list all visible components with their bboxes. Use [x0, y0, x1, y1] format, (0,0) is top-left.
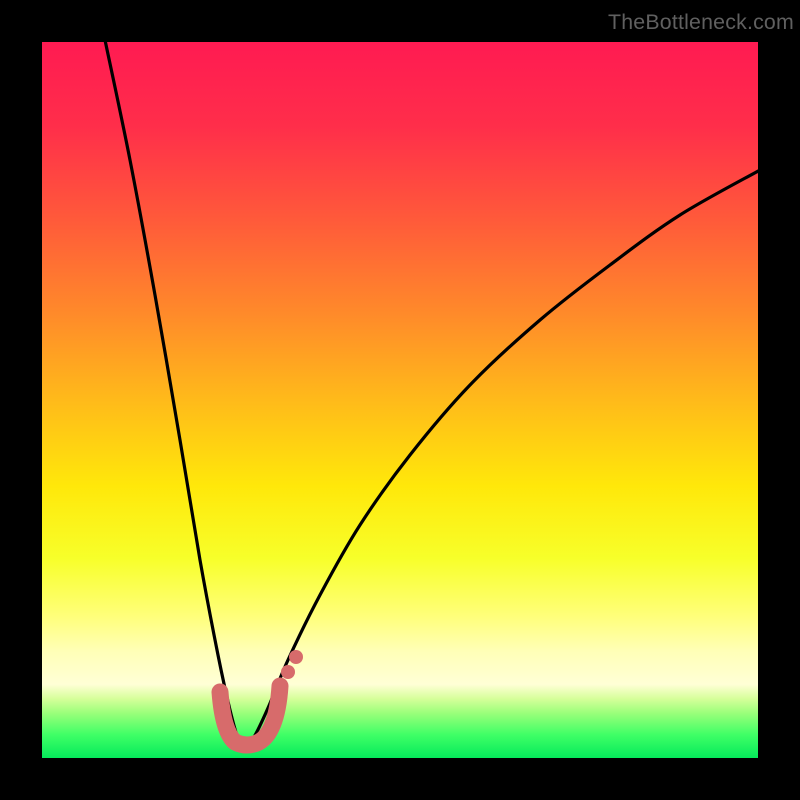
watermark-text: TheBottleneck.com: [608, 10, 794, 35]
stage: TheBottleneck.com: [0, 0, 800, 800]
plot-border-overlay: [40, 40, 760, 760]
